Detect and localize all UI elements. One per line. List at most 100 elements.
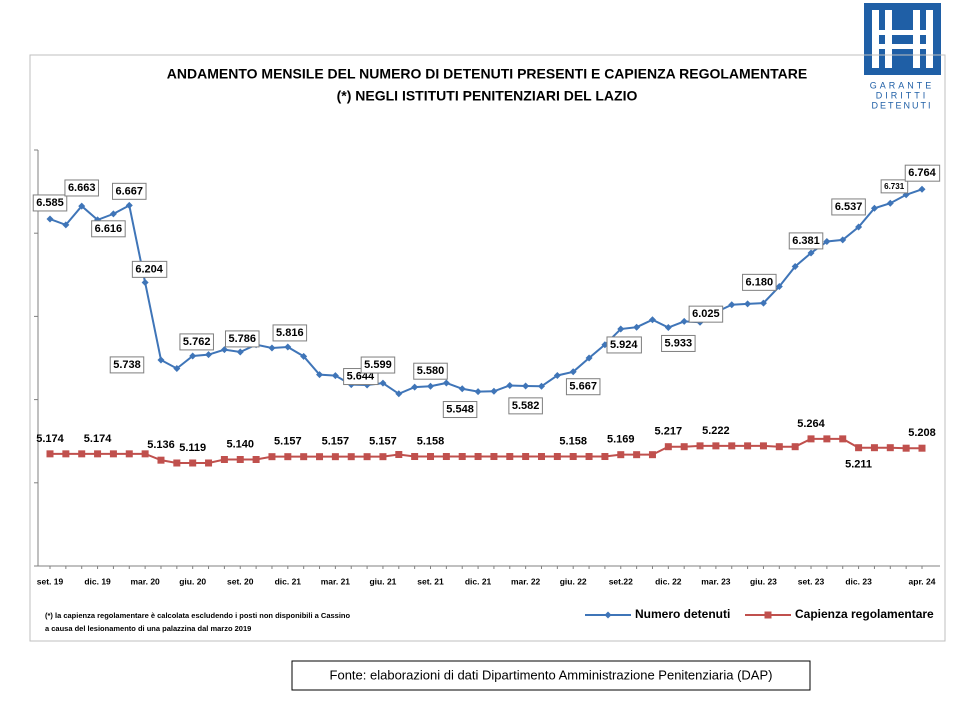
x-tick-label: apr. 24 — [909, 576, 936, 586]
data-label: 5.158 — [417, 435, 445, 447]
data-label: 5.667 — [569, 381, 597, 393]
data-label-box: 5.548 — [442, 401, 478, 419]
label-box — [224, 330, 260, 348]
chart-border — [29, 54, 946, 642]
x-tick-label: mar. 22 — [511, 576, 541, 586]
legend-marker — [764, 611, 772, 619]
label-box — [442, 401, 478, 419]
data-point — [109, 450, 117, 458]
data-point — [284, 343, 292, 351]
data-label: 5.933 — [665, 337, 693, 349]
data-point — [252, 456, 260, 464]
data-point — [157, 456, 165, 464]
data-point — [236, 456, 244, 464]
data-label: 5.762 — [183, 336, 211, 348]
data-label: 5.580 — [417, 365, 445, 377]
data-point — [759, 442, 767, 450]
data-point — [569, 368, 577, 376]
data-point — [173, 364, 181, 372]
data-point — [490, 453, 498, 461]
data-label: 5.222 — [702, 425, 730, 437]
data-point — [458, 453, 466, 461]
data-point — [918, 444, 926, 452]
data-label: 5.738 — [113, 359, 141, 371]
label-box — [91, 220, 126, 238]
data-label: 5.599 — [364, 359, 392, 371]
data-point — [173, 459, 181, 467]
data-point — [411, 453, 419, 461]
data-point — [855, 444, 863, 452]
data-label-box: 5.582 — [508, 397, 543, 415]
data-point — [46, 450, 54, 458]
x-tick-label: giu. 23 — [750, 576, 777, 586]
data-point — [855, 223, 863, 231]
data-label-box: 6.585 — [32, 194, 68, 212]
data-point — [125, 450, 133, 458]
data-point — [331, 453, 339, 461]
data-point — [442, 453, 450, 461]
series-line — [49, 188, 923, 395]
x-tick-label: set.22 — [609, 576, 633, 586]
data-point — [791, 262, 799, 270]
data-label-box: 6.537 — [831, 198, 866, 216]
data-point — [823, 238, 831, 246]
data-point — [205, 459, 213, 467]
legend-label: Numero detenuti — [635, 607, 730, 621]
data-label: 6.381 — [792, 235, 820, 247]
x-tick-label: mar. 20 — [130, 576, 160, 586]
data-label-box: 6.731 — [880, 179, 909, 194]
data-label: 6.180 — [746, 276, 774, 288]
chart-title: (*) NEGLI ISTITUTI PENITENZIARI DEL LAZI… — [337, 88, 638, 104]
data-point — [601, 453, 609, 461]
x-tick-label: giu. 22 — [560, 576, 587, 586]
data-point — [474, 388, 482, 396]
x-tick-label: dic. 23 — [845, 576, 872, 586]
label-box — [413, 362, 448, 380]
data-point — [775, 443, 783, 451]
label-box — [565, 378, 601, 396]
data-point — [886, 199, 894, 207]
data-label: 6.764 — [908, 167, 936, 179]
logo-glyph — [872, 10, 933, 68]
data-point — [664, 324, 672, 332]
data-point — [617, 451, 625, 459]
data-point — [728, 442, 736, 450]
data-point — [395, 390, 403, 398]
data-label: 5.582 — [512, 400, 540, 412]
label-box — [508, 397, 543, 415]
data-point — [553, 371, 561, 379]
x-tick-label: giu. 20 — [179, 576, 206, 586]
label-box — [32, 194, 68, 212]
x-tick-label: set. 20 — [227, 576, 254, 586]
data-label-box: 5.599 — [360, 356, 396, 374]
data-point — [839, 236, 847, 244]
data-point — [220, 346, 228, 354]
data-label-box: 6.025 — [688, 305, 724, 323]
label-box — [742, 273, 777, 291]
logo-text: GARANTE — [870, 80, 935, 90]
source-box — [291, 660, 811, 691]
data-label: 5.169 — [607, 434, 635, 446]
x-tick-label: dic. 19 — [84, 576, 111, 586]
data-point — [46, 215, 54, 223]
data-label: 5.786 — [228, 333, 256, 345]
data-point — [696, 442, 704, 450]
data-point — [316, 453, 324, 461]
data-label: 5.174 — [36, 433, 64, 445]
logo: GARANTE DIRITTI DETENUTI — [864, 3, 941, 110]
data-label: 5.644 — [347, 371, 375, 383]
label-box — [880, 179, 909, 194]
footnote: a causa del lesionamento di una palazzin… — [45, 624, 251, 633]
legend-label: Capienza regolamentare — [795, 607, 934, 621]
data-point — [902, 444, 910, 452]
data-point — [633, 323, 641, 331]
data-point — [617, 325, 625, 333]
footnote: (*) la capienza regolamentare è calcolat… — [45, 611, 350, 620]
label-box — [688, 305, 724, 323]
data-label-box: 5.762 — [179, 333, 214, 351]
data-point — [537, 382, 545, 390]
label-box — [831, 198, 866, 216]
data-label: 6.537 — [835, 201, 863, 213]
data-point — [648, 451, 656, 459]
data-point — [141, 450, 149, 458]
